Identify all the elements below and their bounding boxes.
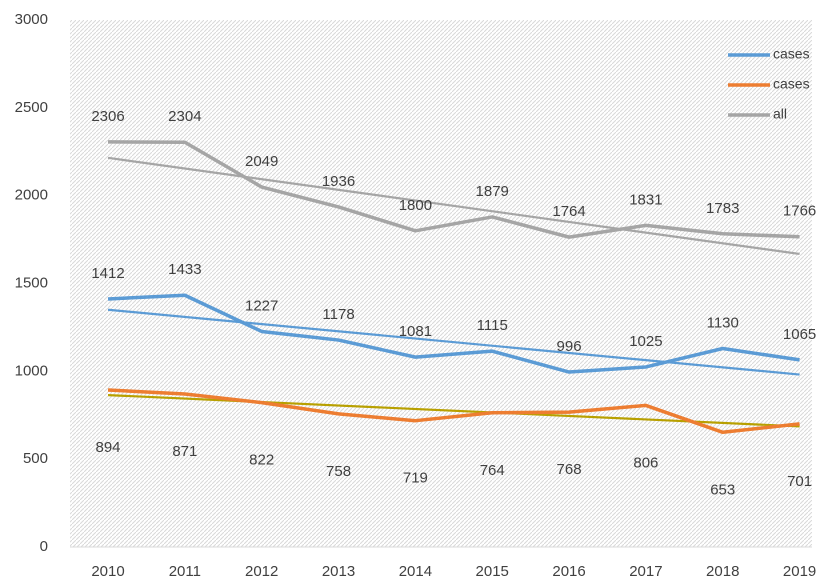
x-tick-label: 2014	[399, 563, 432, 580]
x-tick-label: 2010	[91, 563, 124, 580]
data-label: 1065	[783, 326, 816, 343]
legend-label: cases	[773, 46, 810, 62]
data-label: 1115	[477, 317, 508, 334]
x-tick-label: 2019	[783, 563, 816, 580]
data-label: 1766	[783, 203, 816, 220]
y-tick-label: 3000	[15, 11, 48, 28]
data-label: 653	[710, 481, 735, 498]
x-tick-label: 2011	[169, 563, 201, 580]
data-label: 768	[557, 461, 582, 478]
y-tick-label: 1500	[15, 274, 48, 291]
x-tick-label: 2015	[476, 563, 509, 580]
x-tick-label: 2013	[322, 563, 355, 580]
data-label: 1412	[91, 265, 124, 282]
x-tick-label: 2016	[552, 563, 585, 580]
data-label: 996	[557, 338, 582, 355]
trendline	[107, 308, 800, 376]
data-label: 758	[326, 463, 351, 480]
series-line	[107, 388, 800, 435]
trendline	[107, 393, 800, 428]
y-tick-label: 2500	[15, 99, 48, 116]
y-tick-label: 2000	[15, 187, 48, 204]
data-label: 871	[172, 443, 197, 460]
y-tick-label: 0	[40, 538, 48, 555]
data-label: 1025	[629, 333, 662, 350]
x-tick-label: 2012	[245, 563, 278, 580]
data-label: 2304	[168, 108, 201, 125]
data-label: 1831	[629, 191, 662, 208]
data-label: 2306	[91, 108, 124, 125]
data-label: 1879	[476, 183, 509, 200]
y-tick-label: 500	[23, 450, 48, 467]
data-label: 1800	[399, 197, 432, 214]
data-label: 1130	[707, 314, 739, 331]
legend-label: all	[773, 106, 787, 122]
x-tick-label: 2017	[629, 563, 662, 580]
data-label: 1433	[168, 261, 201, 278]
data-label: 719	[403, 470, 428, 487]
x-tick-label: 2018	[706, 563, 739, 580]
legend-label: cases	[773, 76, 810, 92]
data-label: 822	[249, 452, 274, 469]
plot-background	[70, 20, 812, 547]
data-label: 1178	[322, 306, 354, 323]
series-line	[108, 140, 800, 239]
data-label: 764	[480, 462, 505, 479]
data-label: 701	[787, 473, 812, 490]
data-label: 894	[96, 439, 121, 456]
y-tick-label: 1000	[15, 362, 48, 379]
data-label: 1783	[706, 200, 739, 217]
data-label: 1764	[552, 203, 585, 220]
data-label: 2049	[245, 153, 278, 170]
data-label: 1227	[245, 297, 278, 314]
data-label: 806	[633, 454, 658, 471]
trendline	[107, 156, 800, 256]
data-label: 1936	[322, 173, 355, 190]
series-line	[107, 293, 800, 374]
data-label: 1081	[399, 323, 432, 340]
